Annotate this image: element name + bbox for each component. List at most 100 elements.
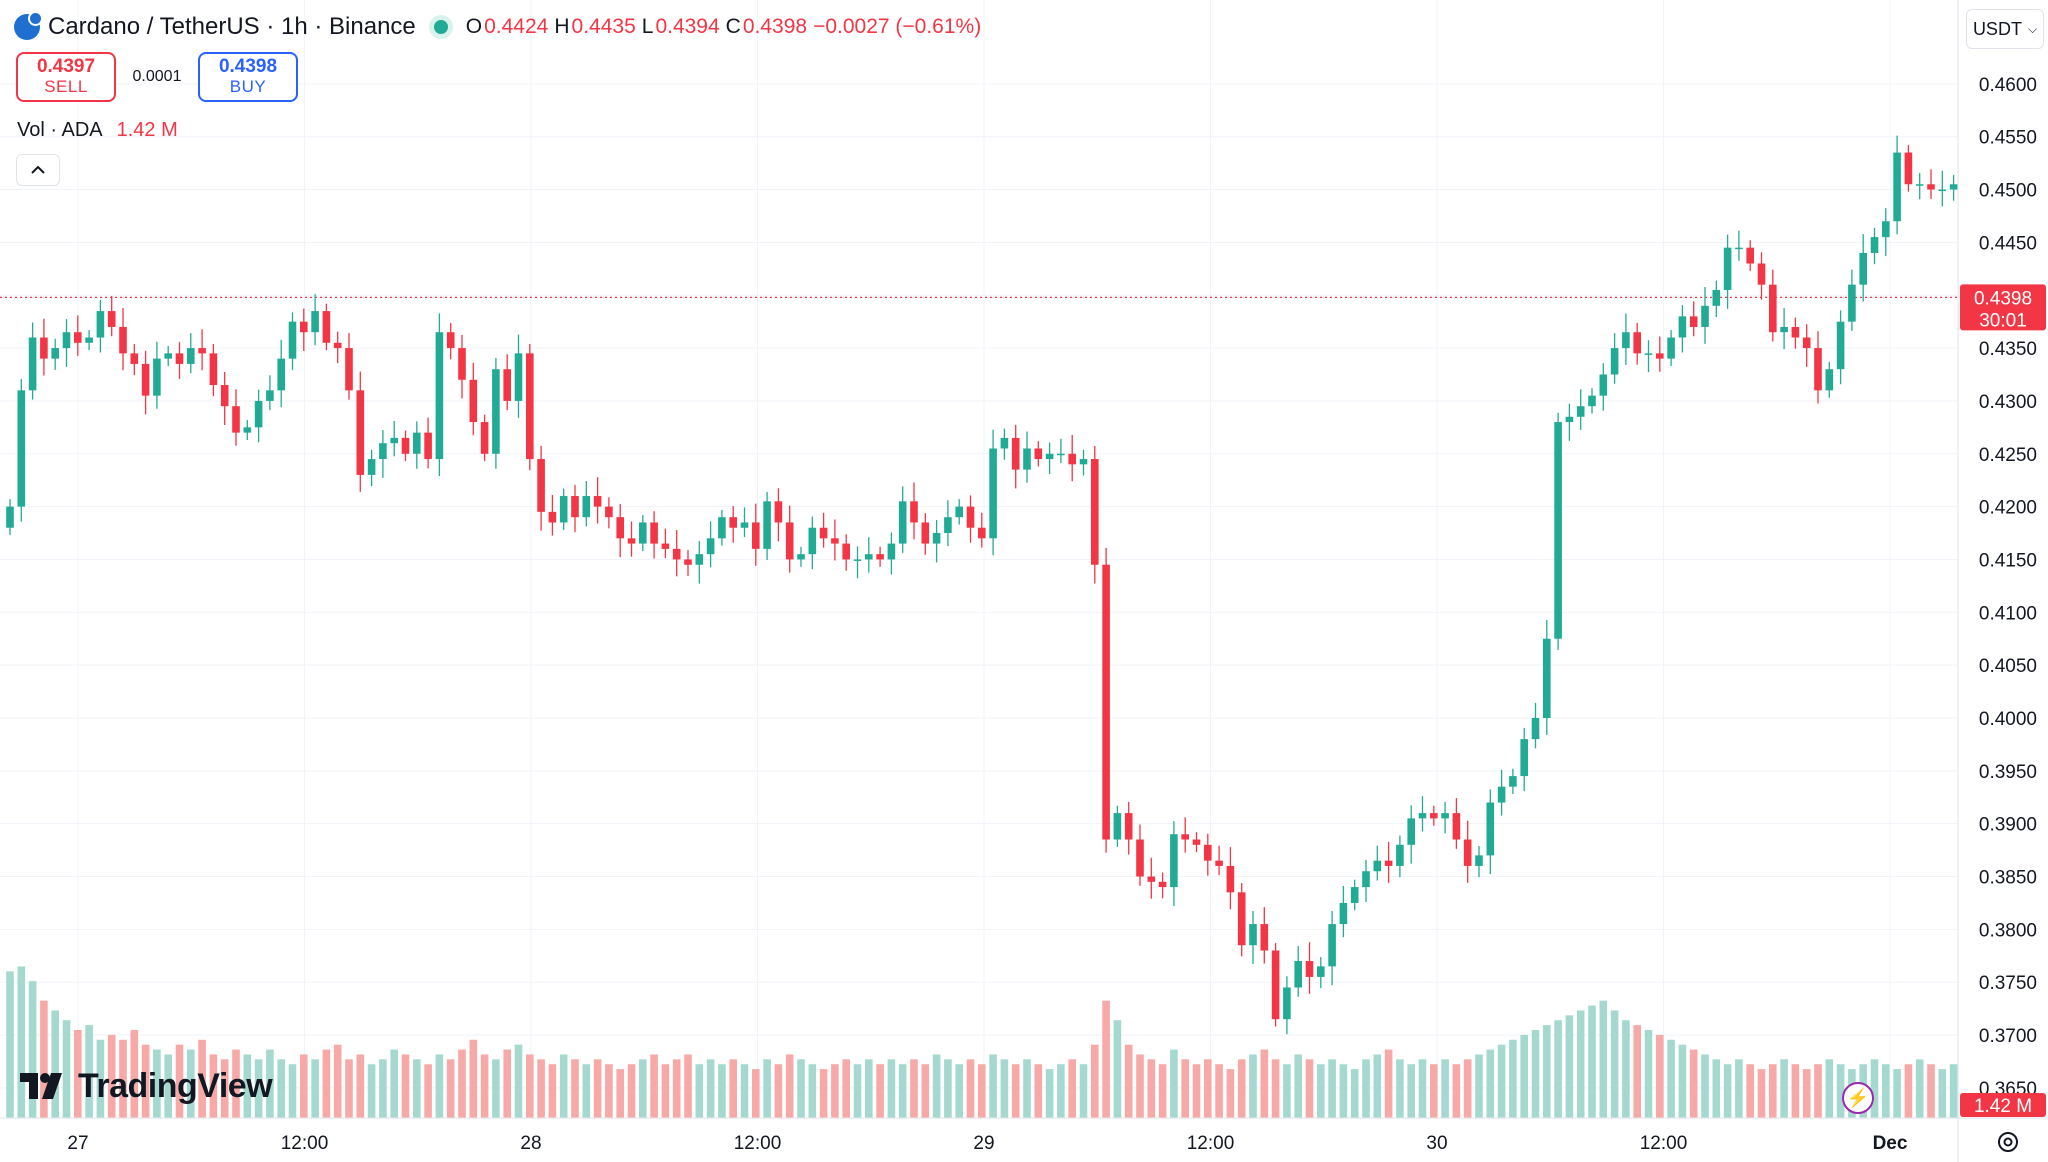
volume-bar [1610,1010,1619,1118]
candle-body [175,353,184,364]
volume-label: Vol · ADA [17,119,103,141]
candle-body [1260,924,1269,951]
candle-body [661,543,670,549]
trade-panel: 0.4397 SELL 0.0001 0.4398 BUY [16,52,298,102]
volume-bar [752,1069,760,1118]
volume-bar [1656,1034,1664,1118]
candle-body [1475,855,1483,866]
volume-bar [1102,1000,1110,1118]
volume-bar [593,1059,602,1118]
candle-body [458,348,466,380]
volume-bar [458,1049,466,1118]
gear-icon[interactable] [1994,1128,2022,1156]
candle-body [1339,902,1348,925]
candle-body [616,517,624,539]
volume-bar [1068,1059,1076,1118]
time-tick-label: Dec [1873,1133,1908,1154]
candle-body [1746,247,1754,264]
time-tick-label: 12:00 [1640,1133,1688,1154]
candle-body [401,437,410,454]
candle-body [333,342,342,349]
volume-bar [209,1054,218,1118]
candle-body [1136,839,1144,877]
volume-bar [1260,1049,1269,1118]
volume-bar [1509,1039,1517,1118]
volume-bar [921,1064,930,1118]
volume-bar [763,1059,771,1118]
collapse-legend-button[interactable] [16,154,60,186]
candle-body [526,353,534,460]
currency-select[interactable]: USDT ⌵ [1966,9,2044,49]
price-tick-label: 0.3750 [1979,973,2037,994]
volume-bar [1667,1039,1675,1118]
symbol-title[interactable]: Cardano / TetherUS · 1h · Binance [48,13,416,40]
volume-bar [107,1034,116,1118]
candle-body [1554,422,1562,639]
candle-body [1057,453,1065,456]
candle-body [96,311,105,338]
candle-countdown: 30:01 [1979,310,2027,331]
volume-bar [164,1054,172,1118]
candle-body [164,353,172,359]
candle-body [978,527,986,539]
volume-bar [1181,1059,1189,1118]
candle-body [1769,284,1777,333]
volume-bar [311,1059,319,1118]
volume-bar [605,1064,613,1118]
volume-bar [424,1064,432,1118]
volume-bar [695,1064,704,1118]
volume-bar [130,1030,139,1118]
candle-body [141,363,150,396]
volume-bar [1893,1069,1901,1118]
candle-body [740,522,749,528]
volume-bar [955,1064,963,1118]
volume-bar [526,1054,534,1118]
volume-tag [1960,1093,2046,1117]
volume-bar [989,1054,997,1118]
candle-body [1091,459,1099,565]
volume-bar [1723,1064,1732,1118]
volume-legend[interactable]: Vol · ADA 1.42 M [17,119,178,142]
volume-bar [774,1064,783,1118]
candle-body [898,501,907,544]
volume-bar [1011,1064,1020,1118]
price-tick-label: 0.4600 [1979,75,2037,96]
sell-button[interactable]: 0.4397 SELL [16,52,116,102]
volume-bar [1949,1064,1958,1118]
volume-bar [62,1020,71,1118]
volume-bar [17,966,26,1118]
time-tick-label: 29 [973,1133,994,1154]
volume-bar [684,1054,692,1118]
price-axis: 0.46000.45500.45000.44500.44000.43500.43… [1958,0,2048,1162]
price-tick-label: 0.4100 [1979,603,2037,624]
price-tick-label: 0.3900 [1979,815,2037,836]
candle-body [1949,184,1958,190]
flash-icon[interactable]: ⚡ [1842,1082,1874,1114]
volume-bar [1463,1059,1472,1118]
candle-body [390,437,398,444]
volume-bar [1452,1064,1461,1118]
market-status-icon[interactable] [433,20,448,34]
price-change: −0.0027 (−0.61%) [813,15,982,38]
candle-body [1452,813,1461,840]
candle-body [1441,813,1449,819]
candle-body [1170,834,1178,888]
candle-body [220,385,229,407]
volume-bar [1283,1064,1291,1118]
volume-bar [808,1064,817,1118]
volume-bar [1622,1020,1630,1118]
volume-bar [1475,1054,1483,1118]
candle-body [1068,453,1076,465]
candle-body [187,348,195,364]
buy-button[interactable]: 0.4398 BUY [198,52,298,102]
candle-body [853,559,862,561]
candle-body [1294,961,1302,988]
volume-bar [1328,1059,1336,1118]
time-tick-label: 28 [520,1133,541,1154]
volume-bar [141,1044,150,1118]
volume-bar [1170,1049,1178,1118]
volume-bar [1746,1064,1754,1118]
candle-body [1543,638,1551,718]
candle-body [1045,453,1054,460]
